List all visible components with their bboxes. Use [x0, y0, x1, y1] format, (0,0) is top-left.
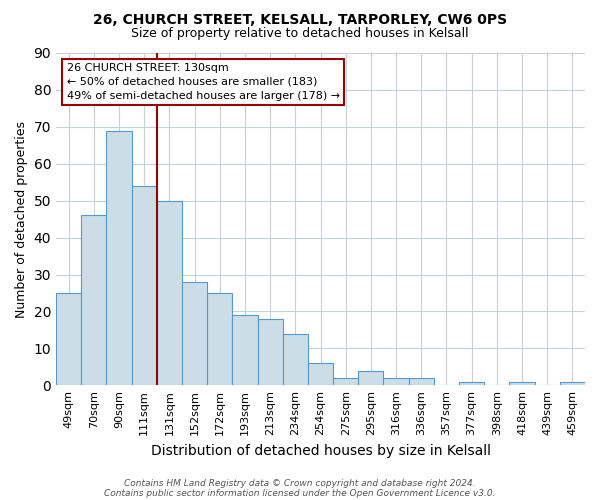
Bar	[283, 334, 308, 386]
Bar	[131, 186, 157, 386]
Bar	[182, 282, 207, 386]
Y-axis label: Number of detached properties: Number of detached properties	[15, 120, 28, 318]
Bar	[459, 382, 484, 386]
X-axis label: Distribution of detached houses by size in Kelsall: Distribution of detached houses by size …	[151, 444, 491, 458]
Text: 26, CHURCH STREET, KELSALL, TARPORLEY, CW6 0PS: 26, CHURCH STREET, KELSALL, TARPORLEY, C…	[93, 12, 507, 26]
Bar	[358, 370, 383, 386]
Bar	[207, 293, 232, 386]
Bar	[333, 378, 358, 386]
Bar	[560, 382, 585, 386]
Bar	[56, 293, 81, 386]
Text: Size of property relative to detached houses in Kelsall: Size of property relative to detached ho…	[131, 28, 469, 40]
Bar	[157, 200, 182, 386]
Text: 26 CHURCH STREET: 130sqm
← 50% of detached houses are smaller (183)
49% of semi-: 26 CHURCH STREET: 130sqm ← 50% of detach…	[67, 63, 340, 101]
Text: Contains HM Land Registry data © Crown copyright and database right 2024.: Contains HM Land Registry data © Crown c…	[124, 478, 476, 488]
Bar	[232, 315, 257, 386]
Bar	[383, 378, 409, 386]
Bar	[308, 363, 333, 386]
Text: Contains public sector information licensed under the Open Government Licence v3: Contains public sector information licen…	[104, 488, 496, 498]
Bar	[409, 378, 434, 386]
Bar	[509, 382, 535, 386]
Bar	[81, 216, 106, 386]
Bar	[106, 130, 131, 386]
Bar	[257, 319, 283, 386]
